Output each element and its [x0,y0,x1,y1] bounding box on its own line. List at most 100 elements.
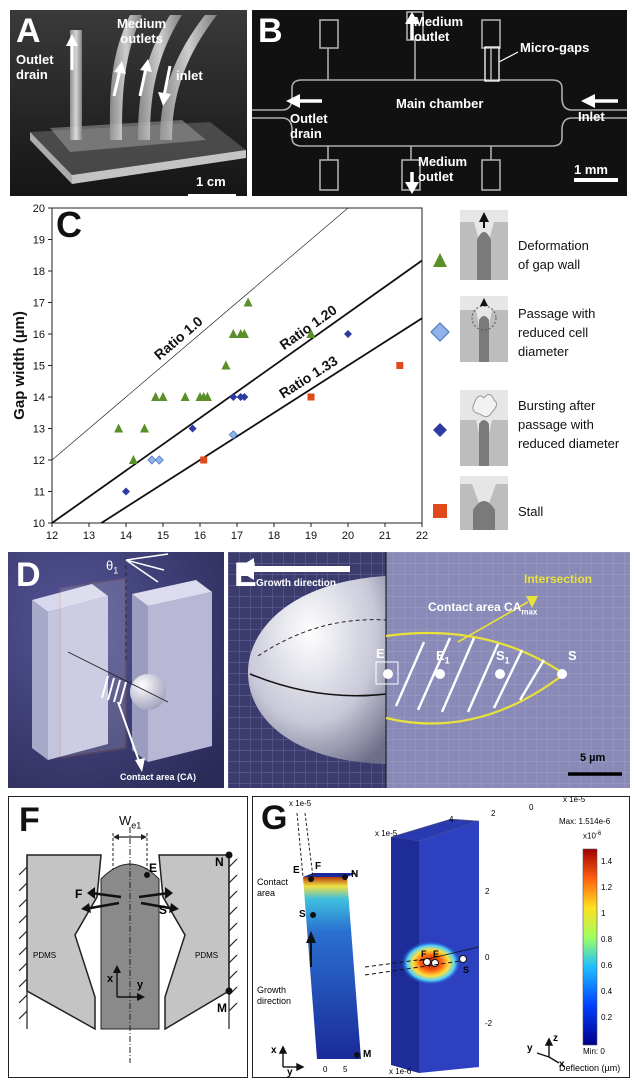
depth-tick: 2 [491,809,496,818]
x-tick-label: 13 [83,530,95,542]
panel-f: F We1 E N F S PDMS PDMS x y M [8,796,248,1078]
data-point-diamond [122,487,130,496]
panel-d-contact-hatching [101,675,127,705]
panel-f-point-n: N [215,855,224,869]
panel-g-right-point-e: E [433,949,440,959]
y-tick-label: 17 [33,298,45,310]
y-tick-label: 18 [33,266,45,278]
legend-cell-bursting-icon [460,390,508,466]
panel-f-point-f: F [75,887,83,901]
colorbar-tick: 0.8 [601,935,613,944]
panel-g-scale-top-left: x 1e-5 [289,799,312,808]
panel-e-scale-label: 5 µm [580,752,606,764]
legend-marker-diamond-dark [433,423,447,437]
colorbar-tick: 0.6 [601,961,613,970]
colorbar-tick: 0.4 [601,987,613,996]
panel-e-growth-direction-label: Growth direction [256,578,336,589]
x-tick-label: 20 [342,530,354,542]
x-tick-label: 16 [194,530,206,542]
reference-line [52,259,422,523]
legend-label-deformation: Deformation of gap wall [518,238,589,272]
panel-g-axis-right-z: z [553,1033,558,1044]
panel-g-colorbar-exp: x10-6 [583,831,602,841]
panel-f-wall-hatching [18,857,238,1029]
data-point-triangle [128,455,138,464]
panel-g: G x 1e-5 x 1e-5 x 1e-5 x 1e-6 E F N S M … [252,796,630,1078]
y-tick-label: 12 [33,455,45,467]
panel-b-medium-outlet-top-label: Medium outlet [414,14,464,44]
colorbar-tick: 1.4 [601,857,613,866]
panel-b: B Medium outlet Micro-gaps Main chamber … [252,10,627,196]
panel-d-contact-area-label: Contact area (CA) [120,772,197,782]
legend-label-bursting: Bursting after passage with reduced diam… [518,398,620,451]
y-tick-label: 19 [33,235,45,247]
panel-f-letter: F [19,801,40,839]
panel-e-intersection-label: Intersection [524,572,593,586]
panel-g-point-m: M [363,1049,372,1060]
bottom-tick: 0 [323,1065,328,1074]
panel-f-diagram [18,827,238,1063]
panel-g-growth-direction-label: Growth direction [257,985,292,1006]
panel-b-medium-outlet-bottom-label: Medium outlet [418,154,468,184]
panel-f-axis-y: y [137,979,144,991]
panel-e-point-label-s1: S1 [496,648,510,666]
panel-a-outlet-drain-label: Outlet drain [16,52,54,82]
panel-g-point-n: N [351,869,359,880]
panel-a-inlet-label: inlet [176,68,203,83]
x-tick-label: 19 [305,530,317,542]
depth-tick: 0 [529,803,534,812]
data-point-diamond [147,455,157,465]
data-point-diamond [240,393,249,401]
reference-line [99,317,422,523]
panel-f-force-arrows [81,887,179,913]
data-point-diamond [229,393,238,401]
panel-f-point-m: M [217,1001,227,1015]
panel-g-deflection-label: Deflection (µm) [559,1063,621,1073]
panel-g-point-s: S [299,909,306,920]
panel-f-pdms-left: PDMS [33,951,57,960]
legend-marker-diamond-light [430,322,450,342]
panel-e-letter: E [234,556,257,594]
panel-c-plot-area [51,207,423,524]
reference-lines [52,208,422,523]
vertical-tick: 0 [485,953,490,962]
panel-g-axis-left-x: x [271,1045,277,1056]
panel-g-scale-left-axis: x 1e-5 [375,829,398,838]
y-tick-label: 11 [34,487,45,499]
panel-a-photo [10,10,247,196]
panel-g-scale-top-right: x 1e-5 [563,796,586,804]
data-point-diamond [154,455,164,465]
legend-cell-deformation-icon [460,210,508,280]
panel-g-letter: G [261,799,288,837]
y-tick-label: 14 [33,392,45,404]
legend-cell-passage-icon [460,296,508,362]
panel-g-contact-area-label: Contact area [257,877,289,898]
panel-e-render [228,552,630,788]
data-point-triangle [306,329,316,338]
panel-d: D θ1 Contact area (CA) [8,552,224,788]
panel-e-point-label-e: E [376,646,385,661]
panel-b-micro-gaps-label: Micro-gaps [520,40,590,55]
data-point-triangle [239,329,249,338]
panel-f-we-label: We1 [119,813,142,831]
x-tick-label: 21 [379,530,391,542]
y-tick-label: 15 [33,361,45,373]
panel-b-flow-arrows [286,12,618,194]
x-tick-label: 12 [46,530,58,542]
panel-b-photo [252,10,627,196]
panel-c: Ratio 1.0 Ratio 1.20 Ratio 1.33 12 13 14 15 16 1… [0,200,635,548]
series-diamond [122,330,352,496]
panel-g-scale-bottom: x 1e-6 [389,1067,412,1076]
panel-a-scale-label: 1 cm [196,174,226,189]
depth-tick: 4 [449,815,454,824]
legend-marker-square [433,504,447,518]
panel-g-min-label: Min: 0 [583,1047,605,1056]
panel-a-letter: A [16,12,41,50]
colorbar-tick: 0.2 [601,1013,613,1022]
panel-d-theta-label: θ1 [106,558,119,576]
data-point-square [307,393,315,401]
reference-line [52,208,349,461]
vertical-tick: 2 [485,887,490,896]
panel-g-axis-right-y: y [527,1043,533,1054]
